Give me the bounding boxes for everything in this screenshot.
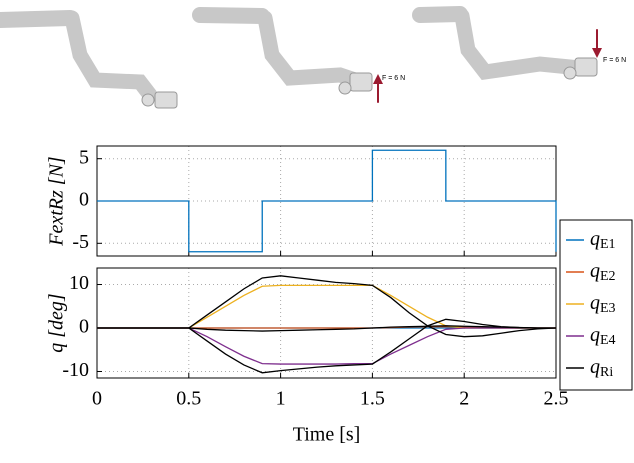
series-line xyxy=(97,318,556,374)
y-tick-label: 10 xyxy=(69,272,89,294)
series-line xyxy=(97,284,556,329)
series-line xyxy=(97,275,557,338)
y-tick-label: -5 xyxy=(72,231,89,253)
x-tick-label: 0.5 xyxy=(176,388,201,410)
annotation: F = 6 N xyxy=(603,57,626,64)
y-tick-label: 0 xyxy=(79,316,89,338)
y-tick-label: 0 xyxy=(79,189,89,211)
series-line xyxy=(97,149,557,253)
legend-label: qE3 xyxy=(590,292,616,317)
annotation: F = 6 N xyxy=(382,75,405,82)
x-tick-label: 0 xyxy=(92,388,102,410)
legend-label: qE1 xyxy=(590,228,616,253)
legend-box xyxy=(559,219,633,391)
x-tick-label: 1.5 xyxy=(360,388,385,410)
series-line xyxy=(97,325,556,332)
legend-label: qE2 xyxy=(590,260,616,285)
robot-images xyxy=(0,6,602,109)
y-axis-label: q [deg] xyxy=(46,293,68,352)
legend-label: qRi xyxy=(590,356,613,381)
x-tick-label: 2.5 xyxy=(544,388,569,410)
series-line xyxy=(97,327,556,365)
plot-frame xyxy=(96,267,557,379)
y-tick-label: -10 xyxy=(62,359,89,381)
x-tick-label: 2 xyxy=(459,388,469,410)
legend-label: qE4 xyxy=(590,324,616,349)
y-axis-label: FextRz [N] xyxy=(46,156,68,246)
x-axis-label: Time [s] xyxy=(293,424,361,446)
y-tick-label: 5 xyxy=(79,146,89,168)
x-tick-label: 1 xyxy=(276,388,286,410)
